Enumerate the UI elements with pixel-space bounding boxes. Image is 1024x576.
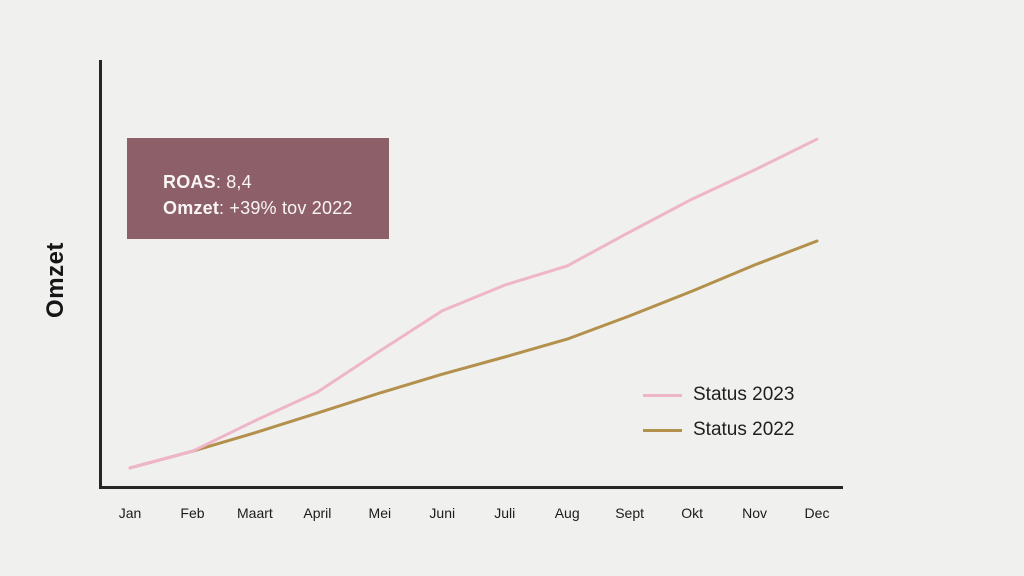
legend-item-status-2022: Status 2022 (643, 418, 794, 442)
legend-label: Status 2022 (693, 419, 795, 440)
kpi-roas-line: ROAS: 8,4 (163, 169, 389, 195)
x-tick-nov: Nov (742, 505, 767, 521)
kpi-omzet-label: Omzet (163, 198, 220, 218)
x-axis-labels: Jan Feb Maart April Mei Juni Juli Aug Sept Okt Nov… (0, 505, 1024, 525)
kpi-omzet-value: : +39% tov 2022 (219, 198, 353, 218)
kpi-annotation-box: ROAS: 8,4 Omzet: +39% tov 2022 (127, 138, 389, 239)
x-tick-juli: Juli (494, 505, 516, 521)
x-tick-okt: Okt (681, 505, 703, 521)
legend-swatch (643, 393, 682, 397)
x-tick-maart: Maart (237, 505, 273, 521)
legend-label: Status 2023 (693, 384, 795, 405)
x-tick-mei: Mei (368, 505, 392, 521)
kpi-omzet-line: Omzet: +39% tov 2022 (163, 195, 389, 221)
chart-legend: Status 2023 Status 2022 (643, 383, 794, 453)
kpi-roas-value: : 8,4 (215, 172, 252, 192)
x-tick-aug: Aug (554, 505, 580, 521)
series-line-status-2022 (128, 239, 819, 470)
x-tick-sept: Sept (615, 505, 645, 521)
legend-swatch (643, 428, 682, 432)
kpi-roas-label: ROAS (163, 172, 216, 192)
y-axis-title: Omzet (42, 242, 69, 318)
x-tick-jan: Jan (118, 505, 142, 521)
x-tick-feb: Feb (180, 505, 205, 521)
x-tick-juni: Juni (429, 505, 456, 521)
series-line-status-2023 (128, 137, 819, 470)
legend-item-status-2023: Status 2023 (643, 383, 794, 407)
x-axis-line (99, 486, 843, 489)
x-tick-dec: Dec (804, 505, 830, 521)
y-axis-line (99, 60, 102, 489)
x-tick-april: April (303, 505, 332, 521)
